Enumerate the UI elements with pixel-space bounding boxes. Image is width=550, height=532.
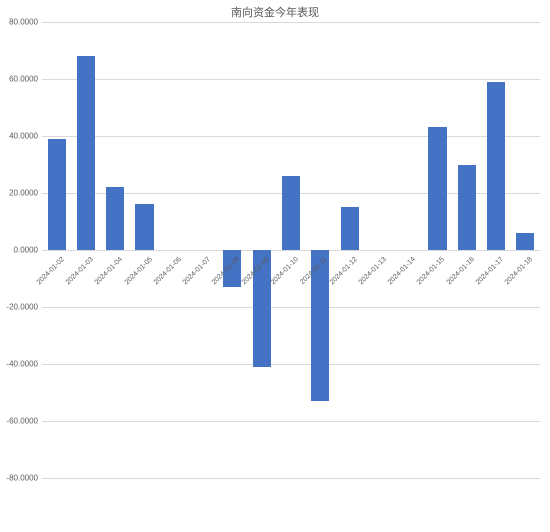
bar — [516, 233, 534, 250]
x-tick-label: 2024-01-18 — [504, 256, 534, 286]
bar — [428, 127, 446, 250]
chart-title: 南向资金今年表现 — [0, 4, 550, 20]
gridline — [42, 307, 540, 308]
x-tick-label: 2024-01-17 — [475, 256, 505, 286]
plot-area: -80.0000-60.0000-40.0000-20.00000.000020… — [42, 22, 540, 478]
x-tick-label: 2024-01-06 — [152, 256, 182, 286]
bar — [282, 176, 300, 250]
x-tick-label: 2024-01-16 — [445, 256, 475, 286]
y-tick-label: -20.0000 — [6, 303, 42, 312]
y-tick-label: -60.0000 — [6, 417, 42, 426]
bar — [341, 207, 359, 250]
x-tick-label: 2024-01-13 — [358, 256, 388, 286]
gridline — [42, 79, 540, 80]
gridline — [42, 478, 540, 479]
y-tick-label: -40.0000 — [6, 360, 42, 369]
bar — [458, 165, 476, 251]
x-tick-label: 2024-01-15 — [416, 256, 446, 286]
bar — [487, 82, 505, 250]
southbound-capital-chart: 南向资金今年表现 -80.0000-60.0000-40.0000-20.000… — [0, 0, 550, 532]
x-tick-label: 2024-01-05 — [123, 256, 153, 286]
x-tick-label: 2024-01-12 — [328, 256, 358, 286]
x-tick-label: 2024-01-02 — [35, 256, 65, 286]
gridline — [42, 250, 540, 251]
gridline — [42, 364, 540, 365]
bar — [77, 56, 95, 250]
x-tick-label: 2024-01-07 — [182, 256, 212, 286]
y-tick-label: 0.0000 — [14, 246, 42, 255]
y-tick-label: 60.0000 — [9, 75, 42, 84]
y-tick-label: 20.0000 — [9, 189, 42, 198]
y-tick-label: 40.0000 — [9, 132, 42, 141]
bar — [48, 139, 66, 250]
gridline — [42, 22, 540, 23]
x-tick-label: 2024-01-14 — [387, 256, 417, 286]
bar — [135, 204, 153, 250]
y-tick-label: -80.0000 — [6, 474, 42, 483]
x-tick-label: 2024-01-04 — [94, 256, 124, 286]
x-tick-label: 2024-01-10 — [270, 256, 300, 286]
bar — [106, 187, 124, 250]
gridline — [42, 421, 540, 422]
x-tick-label: 2024-01-03 — [65, 256, 95, 286]
gridline — [42, 136, 540, 137]
y-tick-label: 80.0000 — [9, 18, 42, 27]
